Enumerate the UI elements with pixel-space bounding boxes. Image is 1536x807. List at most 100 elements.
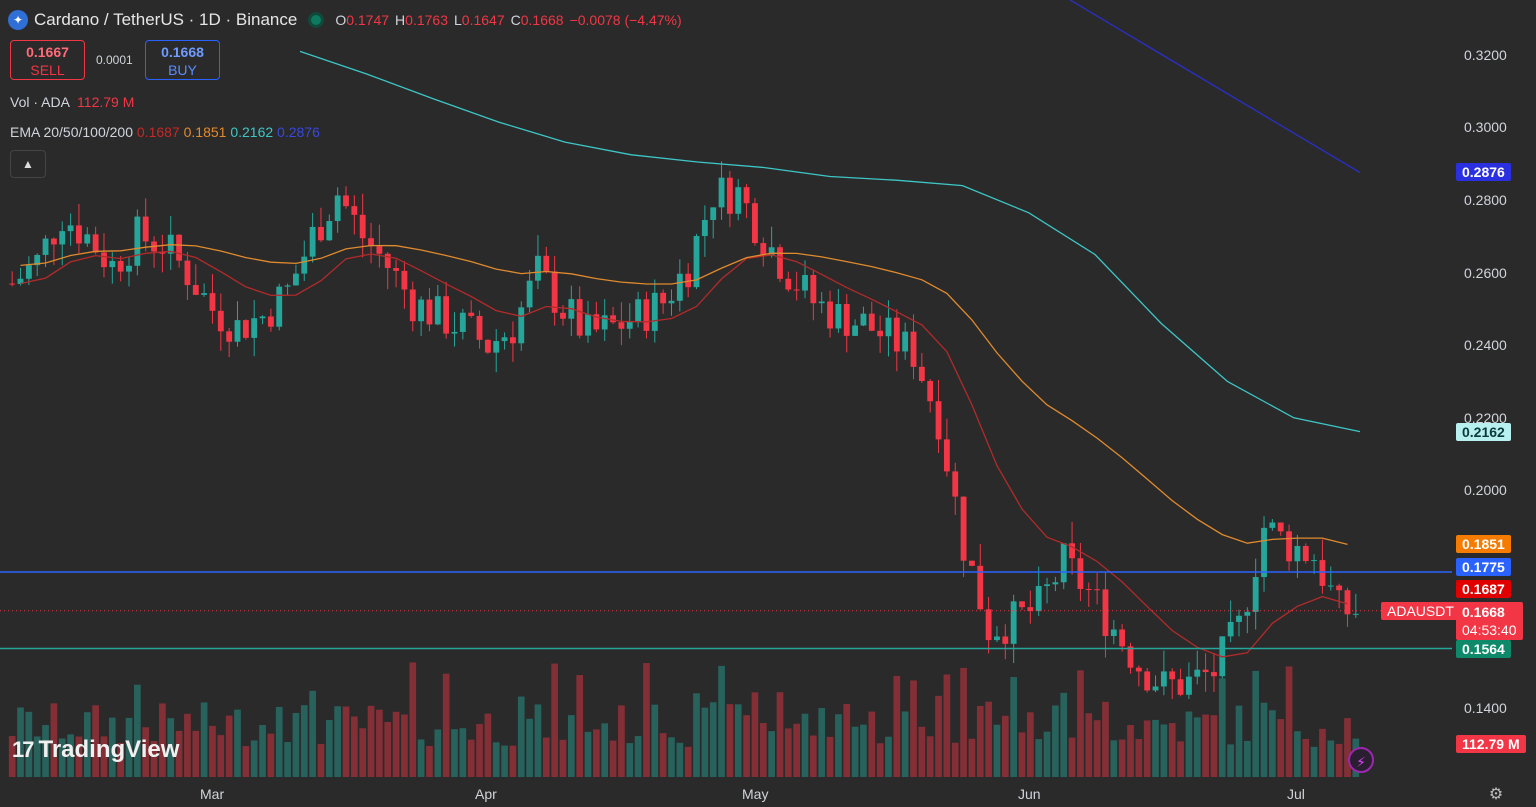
candle [443, 281, 450, 339]
volume-bar [659, 733, 667, 777]
ema200-price-tag: 0.2876 [1456, 163, 1511, 181]
volume-bar [609, 740, 617, 777]
buy-button[interactable]: 0.1668 BUY [145, 40, 220, 80]
ohlc-values: O0.1747 H0.1763 L0.1647 C0.1668 −0.0078 … [335, 12, 682, 28]
candle [409, 281, 416, 332]
candle [785, 271, 792, 292]
candle [384, 252, 391, 290]
candle [969, 560, 975, 567]
candle [1202, 653, 1209, 692]
volume-bar [1310, 746, 1318, 777]
volume-bar [626, 743, 634, 777]
volume-bar [50, 703, 58, 777]
candle [752, 197, 758, 246]
volume-bar [250, 740, 258, 777]
ema100-line[interactable] [299, 50, 1361, 433]
volume-bar [918, 726, 926, 777]
volume-bar [376, 709, 383, 777]
candle [543, 246, 550, 274]
volume-bar [876, 743, 884, 777]
last-price-tag: 0.1668 04:53:40 [1456, 602, 1523, 640]
volume-bar [1193, 717, 1201, 777]
volume-bar [576, 675, 584, 777]
candle [309, 213, 316, 263]
candle [1102, 572, 1109, 658]
candle [568, 285, 575, 336]
volume-bar [242, 746, 250, 777]
candle [1227, 600, 1234, 643]
candle [935, 379, 942, 453]
ema20-line[interactable] [20, 250, 1348, 658]
volume-bar [442, 673, 450, 777]
candle [1094, 572, 1101, 605]
volume-bar [693, 693, 700, 777]
candle [1160, 650, 1167, 696]
candle [1327, 566, 1334, 591]
volume-bar [234, 709, 241, 777]
candle [1019, 601, 1025, 611]
volume-bar [835, 714, 842, 777]
countdown-value: 04:53:40 [1462, 622, 1517, 638]
candle [885, 300, 892, 357]
candle [509, 321, 516, 362]
ema50-line[interactable] [20, 244, 1348, 546]
candle [777, 244, 783, 282]
volume-bar [108, 717, 116, 777]
candle [1135, 665, 1142, 687]
ema-indicator-legend[interactable]: EMA 20/50/100/200 0.1687 0.1851 0.2162 0… [10, 124, 320, 140]
candle [1027, 590, 1034, 624]
candle [952, 462, 959, 515]
volume-bar [1252, 670, 1260, 777]
candle [393, 259, 399, 288]
volume-bar [217, 735, 225, 777]
lightning-icon[interactable]: ⚡ [1348, 747, 1374, 773]
volume-bar [200, 702, 208, 777]
candle [1211, 653, 1217, 693]
candle [42, 235, 49, 268]
volume-bar [726, 704, 734, 777]
volume-bar [1085, 713, 1093, 777]
price-tick: 0.2000 [1464, 482, 1507, 498]
volume-bar [534, 704, 542, 777]
candle [701, 205, 708, 257]
volume-bar [58, 738, 66, 777]
ema200-line[interactable] [1069, 0, 1361, 174]
candle [1352, 593, 1359, 618]
tradingview-logo[interactable]: 17 TradingView [12, 736, 180, 763]
volume-bar [1185, 711, 1193, 777]
candle [618, 302, 625, 346]
volume-bar [951, 742, 959, 777]
candle [651, 279, 658, 343]
sell-button[interactable]: 0.1667 SELL [10, 40, 85, 80]
candle [927, 379, 934, 413]
volume-bar [209, 725, 216, 777]
candle [67, 213, 74, 246]
gear-icon[interactable]: ⚙ [1488, 786, 1504, 803]
volume-bar [976, 705, 984, 777]
candle [184, 252, 191, 300]
candle [910, 314, 917, 380]
volume-bar [134, 684, 141, 777]
volume-bar [1110, 740, 1118, 777]
volume-bar [1102, 701, 1109, 777]
candle [101, 233, 107, 278]
symbol-title[interactable]: Cardano / TetherUS · 1D · Binance [34, 10, 298, 29]
candle [1344, 587, 1351, 627]
volume-bar [117, 742, 125, 777]
volume-indicator-legend[interactable]: Vol · ADA 112.79 M [10, 94, 135, 110]
volume-bar [351, 716, 358, 777]
volume-bar [651, 704, 659, 777]
volume-bar [1210, 715, 1218, 777]
volume-bar [1243, 740, 1251, 777]
volume-bar [1335, 743, 1343, 777]
candle [293, 264, 299, 286]
candle [9, 271, 16, 287]
candle [551, 255, 558, 326]
chevron-up-icon[interactable]: ▲ [10, 150, 46, 178]
volume-bar [1177, 741, 1184, 777]
price-tick: 0.3000 [1464, 119, 1507, 135]
candle [1052, 576, 1059, 592]
volume-bar [317, 743, 325, 777]
change-value: −0.0078 (−4.47%) [569, 12, 682, 28]
